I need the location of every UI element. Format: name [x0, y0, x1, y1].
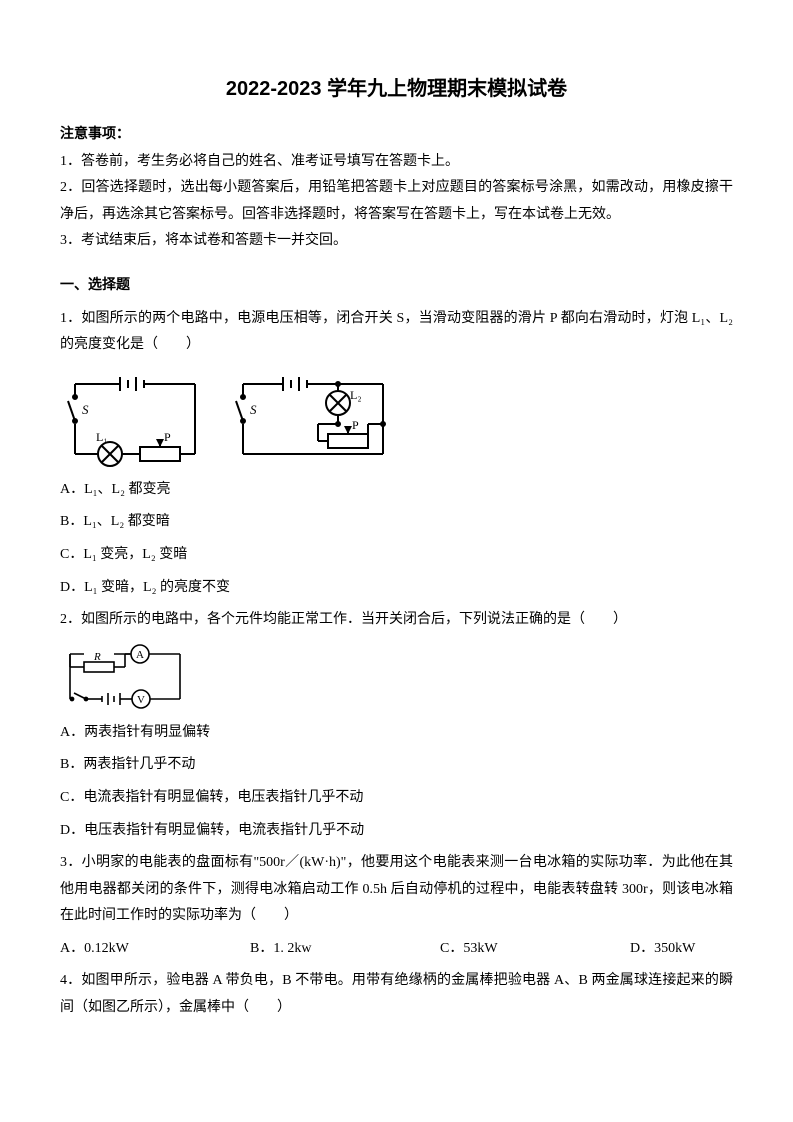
question-2-text: 2．如图所示的电路中，各个元件均能正常工作．当开关闭合后，下列说法正确的是（ ） [60, 607, 733, 634]
label-v: V [137, 694, 145, 706]
question-1: 1．如图所示的两个电路中，电源电压相等，闭合开关 S，当滑动变阻器的滑片 P 都… [60, 306, 733, 602]
label-r: R [93, 651, 101, 663]
label-l1: L₁ [96, 430, 108, 444]
q3-option-d: D．350kW [630, 936, 740, 963]
q3-option-a: A．0.12kW [60, 936, 170, 963]
q2-option-c: C．电流表指针有明显偏转，电压表指针几乎不动 [60, 785, 733, 812]
q2-option-d: D．电压表指针有明显偏转，电流表指针几乎不动 [60, 818, 733, 845]
question-3: 3．小明家的电能表的盘面标有"500r／(kW·h)"，他要用这个电能表来测一台… [60, 850, 733, 962]
question-1-diagrams: S L₁ P [60, 369, 733, 469]
label-l2: L₂ [350, 388, 362, 402]
q2-option-b: B．两表指针几乎不动 [60, 752, 733, 779]
circuit-diagram-3: R A V [60, 644, 190, 712]
question-4: 4．如图甲所示，验电器 A 带负电，B 不带电。用带有绝缘柄的金属棒把验电器 A… [60, 968, 733, 1021]
circuit-diagram-2: S L₂ P [228, 369, 398, 469]
q1-option-d: D．L₁ 变暗，L₂ 的亮度不变 [60, 575, 733, 602]
page-title: 2022-2023 学年九上物理期末模拟试卷 [60, 70, 733, 108]
q3-options: A．0.12kW B．1. 2kw C．53kW D．350kW [60, 936, 733, 963]
q3-option-c: C．53kW [440, 936, 550, 963]
label-s: S [82, 402, 89, 417]
question-4-text: 4．如图甲所示，验电器 A 带负电，B 不带电。用带有绝缘柄的金属棒把验电器 A… [60, 968, 733, 1021]
notice-heading: 注意事项： [60, 122, 733, 149]
label-p: P [164, 430, 171, 444]
q1-option-b: B．L₁、L₂ 都变暗 [60, 509, 733, 536]
question-3-text: 3．小明家的电能表的盘面标有"500r／(kW·h)"，他要用这个电能表来测一台… [60, 850, 733, 930]
notice-item-1: 1．答卷前，考生务必将自己的姓名、准考证号填写在答题卡上。 [60, 149, 733, 176]
q2-option-a: A．两表指针有明显偏转 [60, 720, 733, 747]
circuit-diagram-1: S L₁ P [60, 369, 210, 469]
q3-option-b: B．1. 2kw [250, 936, 360, 963]
question-2: 2．如图所示的电路中，各个元件均能正常工作．当开关闭合后，下列说法正确的是（ ） [60, 607, 733, 844]
notice-item-2: 2．回答选择题时，选出每小题答案后，用铅笔把答题卡上对应题目的答案标号涂黑，如需… [60, 175, 733, 228]
label-a: A [136, 649, 144, 661]
notice-item-3: 3．考试结束后，将本试卷和答题卡一并交回。 [60, 228, 733, 255]
label-s2: S [250, 402, 257, 417]
section-1-heading: 一、选择题 [60, 273, 733, 300]
label-p2: P [352, 418, 359, 432]
q1-option-a: A．L₁、L₂ 都变亮 [60, 477, 733, 504]
q1-option-c: C．L₁ 变亮，L₂ 变暗 [60, 542, 733, 569]
question-2-diagram: R A V [60, 644, 733, 712]
question-1-text: 1．如图所示的两个电路中，电源电压相等，闭合开关 S，当滑动变阻器的滑片 P 都… [60, 306, 733, 359]
